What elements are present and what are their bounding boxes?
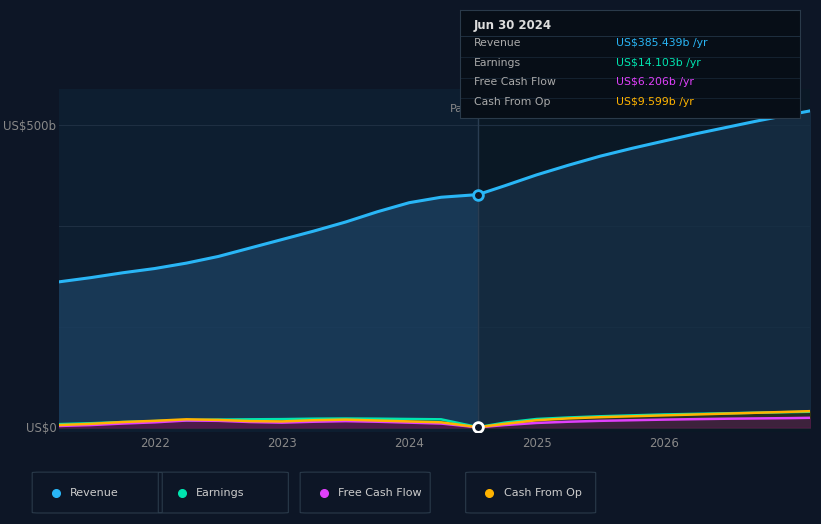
Text: Cash From Op: Cash From Op bbox=[503, 487, 581, 498]
Text: Earnings: Earnings bbox=[196, 487, 245, 498]
Text: Cash From Op: Cash From Op bbox=[474, 97, 550, 107]
Text: US$9.599b /yr: US$9.599b /yr bbox=[617, 97, 694, 107]
Text: Jun 30 2024: Jun 30 2024 bbox=[474, 19, 552, 31]
Text: US$385.439b /yr: US$385.439b /yr bbox=[617, 38, 708, 49]
Bar bbox=[59, 89, 478, 432]
Text: Past: Past bbox=[450, 104, 473, 114]
Text: US$14.103b /yr: US$14.103b /yr bbox=[617, 58, 701, 68]
Text: US$6.206b /yr: US$6.206b /yr bbox=[617, 78, 695, 88]
Bar bbox=[478, 89, 810, 432]
Text: Revenue: Revenue bbox=[474, 38, 521, 49]
Text: Revenue: Revenue bbox=[70, 487, 119, 498]
Text: Analysts Forecasts: Analysts Forecasts bbox=[483, 104, 587, 114]
Text: Free Cash Flow: Free Cash Flow bbox=[474, 78, 556, 88]
Text: Free Cash Flow: Free Cash Flow bbox=[338, 487, 422, 498]
Text: Earnings: Earnings bbox=[474, 58, 521, 68]
